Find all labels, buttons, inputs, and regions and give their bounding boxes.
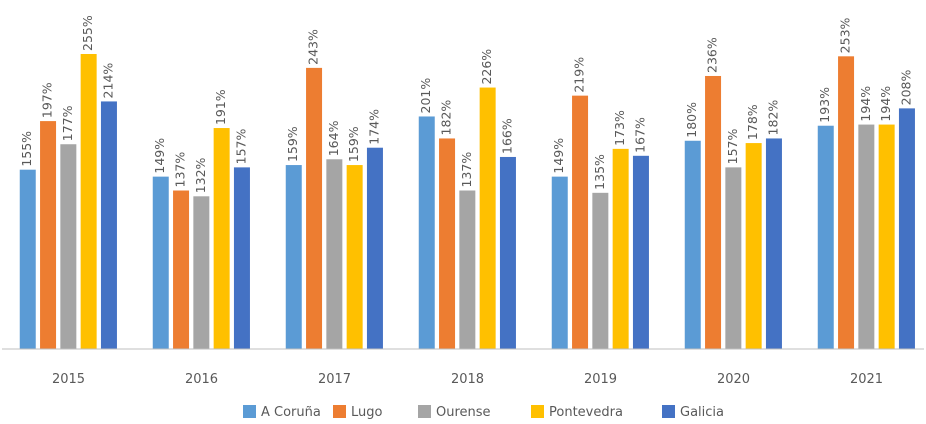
data-label: 191%	[213, 89, 228, 125]
data-label: 149%	[551, 138, 566, 174]
data-label: 226%	[479, 49, 494, 85]
data-label: 194%	[878, 86, 893, 122]
x-tick-label: 2021	[850, 372, 883, 387]
legend-label: Pontevedra	[549, 405, 623, 420]
bar	[100, 101, 117, 350]
bar	[193, 196, 210, 349]
bar	[898, 108, 915, 349]
legend-swatch	[418, 405, 431, 418]
data-label: 155%	[19, 131, 34, 167]
data-label: 193%	[817, 87, 832, 123]
x-tick-label: 2020	[717, 372, 750, 387]
data-label: 253%	[838, 17, 853, 53]
data-label: 201%	[418, 78, 433, 114]
bar	[233, 167, 250, 349]
data-label: 157%	[233, 129, 248, 165]
data-label: 180%	[684, 102, 699, 138]
legend-swatch	[333, 405, 346, 418]
data-label: 255%	[80, 15, 95, 51]
bar	[612, 148, 629, 349]
data-label: 197%	[40, 82, 55, 118]
bar	[479, 87, 496, 350]
legend-label: Galicia	[680, 405, 724, 420]
bar	[858, 124, 875, 349]
data-label: 167%	[632, 117, 647, 153]
data-label: 132%	[193, 157, 208, 193]
legend-label: Ourense	[436, 405, 491, 420]
legend-swatch	[662, 405, 675, 418]
legend-label: A Coruña	[261, 405, 321, 420]
data-label: 159%	[285, 126, 300, 162]
data-label: 149%	[152, 138, 167, 174]
bar	[173, 190, 190, 349]
data-label: 164%	[326, 120, 341, 156]
bar	[878, 124, 895, 349]
bar	[152, 176, 169, 349]
bar	[346, 165, 363, 349]
x-tick-label: 2017	[318, 372, 351, 387]
data-label: 182%	[765, 100, 780, 136]
bar	[418, 116, 435, 350]
bar	[632, 155, 649, 349]
bar	[765, 138, 782, 349]
bar	[705, 75, 722, 349]
data-label: 135%	[592, 154, 607, 190]
x-tick-label: 2015	[52, 372, 85, 387]
bar	[366, 147, 383, 349]
data-label: 177%	[60, 105, 75, 141]
legend-label: Lugo	[351, 405, 383, 420]
bar	[306, 67, 323, 349]
data-label: 182%	[439, 100, 454, 136]
bar	[499, 156, 516, 349]
legend-swatch	[243, 405, 256, 418]
data-label: 173%	[612, 110, 627, 146]
data-label: 137%	[173, 152, 188, 188]
bar	[725, 167, 742, 349]
data-label: 243%	[306, 29, 321, 65]
x-tick-label: 2016	[185, 372, 218, 387]
legend-swatch	[531, 405, 544, 418]
bar	[19, 169, 36, 349]
bar	[213, 128, 230, 349]
bar	[60, 144, 77, 349]
bar	[285, 165, 302, 349]
bar	[817, 125, 834, 349]
bar	[326, 159, 343, 349]
data-label: 219%	[572, 57, 587, 93]
data-label: 159%	[346, 126, 361, 162]
bar	[439, 138, 456, 349]
bar	[684, 140, 701, 349]
bar	[40, 121, 57, 349]
bar	[592, 192, 609, 349]
bar	[572, 95, 589, 349]
data-label: 194%	[858, 86, 873, 122]
bar	[745, 143, 762, 349]
data-label: 137%	[459, 152, 474, 188]
bar	[838, 56, 855, 350]
x-tick-label: 2018	[451, 372, 484, 387]
x-tick-label: 2019	[584, 372, 617, 387]
data-label: 166%	[499, 118, 514, 154]
bar	[459, 190, 476, 349]
data-label: 157%	[725, 129, 740, 165]
bar	[80, 54, 97, 349]
data-label: 174%	[366, 109, 381, 145]
bar	[551, 176, 568, 349]
data-label: 178%	[745, 104, 760, 140]
data-label: 236%	[705, 37, 720, 73]
data-label: 214%	[100, 63, 115, 99]
data-label: 208%	[898, 70, 913, 106]
